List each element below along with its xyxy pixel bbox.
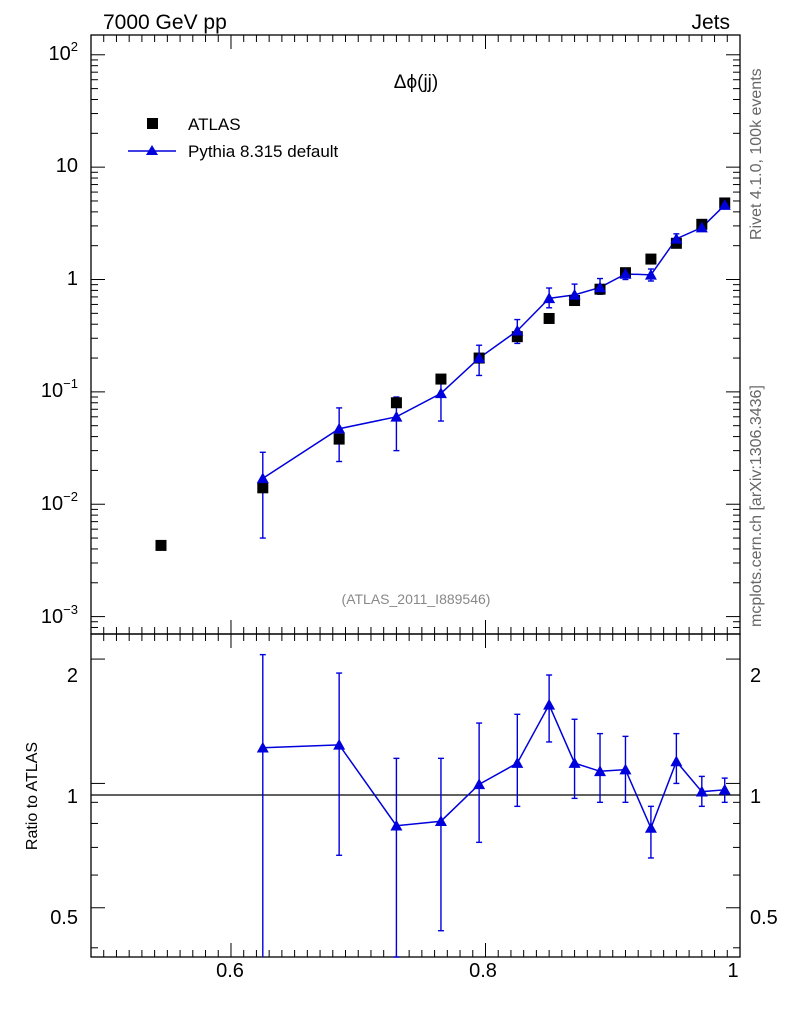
plot-title: Δϕ(jj) xyxy=(394,72,438,93)
atlas-point xyxy=(543,312,555,324)
ratio-point xyxy=(434,815,447,827)
atlas-point xyxy=(435,373,447,385)
atlas-markers xyxy=(155,197,731,551)
svg-text:10−3: 10−3 xyxy=(41,602,78,628)
x-tick-label-1: 1 xyxy=(727,960,738,982)
ratio-point xyxy=(473,778,486,790)
atlas-point xyxy=(257,482,269,494)
svg-text:10−1: 10−1 xyxy=(41,376,78,402)
ratio-axis-label: Ratio to ATLAS xyxy=(24,742,41,850)
y-tick-label-0: 102 xyxy=(49,39,78,65)
legend-pythia-label: Pythia 8.315 default xyxy=(188,142,339,161)
svg-text:1: 1 xyxy=(67,268,78,290)
analysis-label: (ATLAS_2011_I889546) xyxy=(342,591,491,607)
mc-point xyxy=(594,281,607,293)
ratio-point xyxy=(390,819,403,831)
mc-markers xyxy=(256,199,731,484)
mc-point xyxy=(695,221,708,233)
x-tick-label-06: 0.6 xyxy=(216,960,244,982)
x-tick-label-08: 0.8 xyxy=(469,960,497,982)
y-tick-label-5: 10−3 xyxy=(41,602,78,628)
ratio-point xyxy=(695,785,708,797)
side-label-rivet: Rivet 4.1.0, 100k events xyxy=(748,68,765,240)
ratio-tick-label-1-right: 1 xyxy=(750,786,761,808)
header-process: Jets xyxy=(691,11,730,34)
svg-text:102: 102 xyxy=(49,39,78,65)
atlas-point xyxy=(645,253,657,265)
ratio-error-bars xyxy=(259,653,728,958)
ratio-tick-label-1-left: 1 xyxy=(67,786,78,808)
legend: ATLAS Pythia 8.315 default xyxy=(128,115,339,161)
legend-atlas-label: ATLAS xyxy=(188,115,241,134)
svg-text:10: 10 xyxy=(56,155,78,177)
mc-point xyxy=(333,422,346,434)
mc-point xyxy=(390,410,403,422)
legend-pythia-marker xyxy=(146,145,158,155)
mc-point xyxy=(568,288,581,300)
ratio-point xyxy=(568,757,581,768)
mc-point xyxy=(543,292,556,304)
y-tick-label-3: 10−1 xyxy=(41,376,78,402)
ratio-tick-label-2-left: 2 xyxy=(67,665,78,687)
header-energy: 7000 GeV pp xyxy=(103,11,227,34)
mc-point xyxy=(670,232,683,244)
mc-point xyxy=(511,324,524,336)
ratio-markers xyxy=(256,698,731,833)
ratio-point xyxy=(594,765,607,777)
ratio-tick-label-2-right: 2 xyxy=(750,665,761,687)
atlas-point xyxy=(511,331,523,343)
mc-point xyxy=(619,267,632,279)
main-axis-ticks xyxy=(90,35,741,635)
side-label-mcplots: mcplots.cern.ch [arXiv:1306.3436] xyxy=(748,385,765,627)
mc-point xyxy=(473,352,486,363)
atlas-point xyxy=(569,295,581,307)
ratio-point xyxy=(670,755,683,767)
ratio-line xyxy=(262,703,725,830)
mc-point xyxy=(434,387,447,399)
ratio-curve xyxy=(262,703,725,830)
atlas-point xyxy=(155,539,167,551)
ratio-tick-label-05-right: 0.5 xyxy=(750,907,778,929)
ratio-point xyxy=(718,783,731,795)
mc-point xyxy=(718,199,731,210)
y-tick-label-2: 1 xyxy=(67,268,78,290)
ratio-point xyxy=(543,698,556,710)
svg-text:10−2: 10−2 xyxy=(41,489,78,515)
mc-error-bars xyxy=(259,201,728,539)
mc-point xyxy=(256,472,269,484)
mc-curve xyxy=(262,204,726,479)
ratio-tick-label-05-left: 0.5 xyxy=(50,907,78,929)
atlas-point xyxy=(390,397,402,409)
atlas-point xyxy=(333,433,345,445)
ratio-point xyxy=(256,741,269,753)
ratio-point xyxy=(511,757,524,768)
y-tick-label-4: 10−2 xyxy=(41,489,78,515)
ratio-point xyxy=(644,821,657,833)
legend-atlas-marker xyxy=(147,118,158,129)
mc-point xyxy=(644,268,657,280)
y-tick-label-1: 10 xyxy=(56,155,78,177)
mc-line xyxy=(262,204,726,479)
ratio-point xyxy=(619,763,632,775)
ratio-point xyxy=(333,738,346,750)
